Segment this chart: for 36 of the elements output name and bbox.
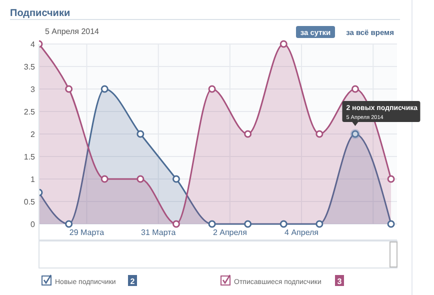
point [280, 220, 288, 228]
point [136, 130, 144, 138]
y-tick-label: 3 [30, 85, 36, 94]
point [351, 85, 359, 93]
y-tick-label: 3.5 [24, 62, 36, 72]
point [387, 220, 395, 228]
x-tick-label: 29 Марта [69, 228, 105, 237]
y-tick-label: 0.5 [24, 198, 36, 206]
point [244, 130, 252, 138]
x-tick-label: 4 Апреля [284, 228, 319, 237]
point [65, 85, 73, 93]
point [208, 85, 216, 93]
y-tick-label: 0 [30, 220, 36, 229]
text: 3 [337, 277, 342, 286]
chart-title: Подписчики [10, 8, 70, 19]
text: 2 [130, 277, 136, 286]
point [172, 175, 180, 183]
point [208, 220, 216, 228]
point [100, 85, 108, 93]
point [244, 220, 252, 228]
x-tick-label: 31 Марта [141, 228, 176, 237]
point [316, 220, 324, 228]
y-tick-label: 2.5 [24, 108, 36, 116]
point [65, 220, 73, 228]
point [316, 130, 324, 138]
y-tick-label: 2 [30, 130, 36, 139]
point [136, 175, 144, 183]
x-tick-label: 2 Апреля [212, 228, 247, 237]
point [387, 175, 395, 183]
y-tick-label: 1 [30, 175, 36, 184]
y-tick-label: 4 [30, 40, 36, 49]
chart-subtitle: 5 Апреля 2014 [45, 27, 100, 36]
point [280, 40, 288, 48]
y-tick-label: 1.5 [24, 152, 36, 162]
point [100, 175, 108, 183]
point [172, 220, 180, 228]
